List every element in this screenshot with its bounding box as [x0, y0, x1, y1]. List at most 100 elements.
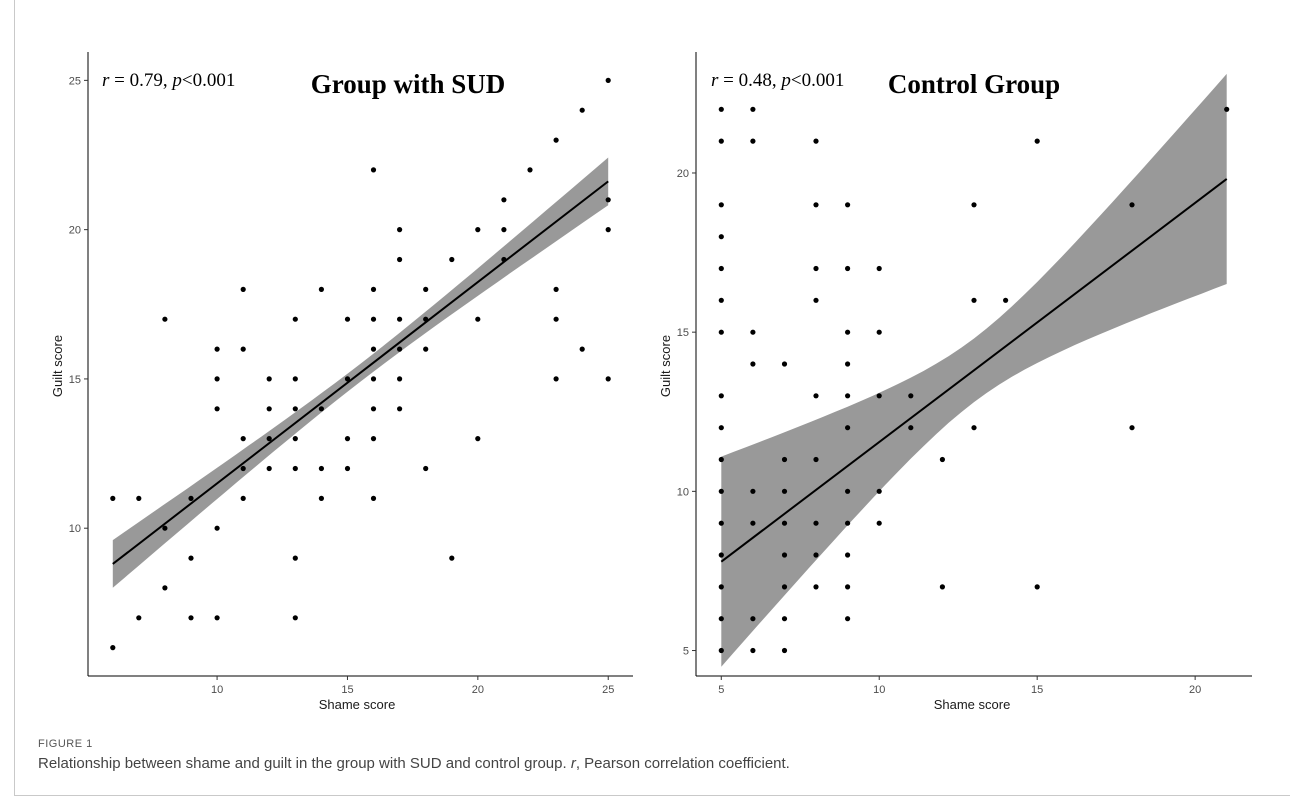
data-point: [750, 520, 756, 526]
data-point: [1003, 297, 1009, 303]
data-point: [292, 615, 298, 621]
data-point: [240, 495, 246, 501]
data-point: [292, 465, 298, 472]
caption-text-1: Relationship between shame and guilt in …: [38, 755, 571, 772]
figure-frame: [14, 0, 1290, 796]
stat-annotation: r = 0.79, p<0.001: [102, 70, 235, 91]
data-point: [266, 376, 272, 382]
data-point: [718, 425, 724, 431]
data-point: [876, 488, 882, 494]
data-point: [908, 425, 914, 431]
data-point: [240, 465, 246, 472]
data-point: [876, 265, 882, 272]
panel-group-with-sud: r = 0.79, p<0.001 Group with SUD Shame s…: [50, 52, 633, 712]
data-point: [553, 376, 559, 382]
x-tick-label: 15: [1031, 684, 1043, 696]
panel-title: Group with SUD: [311, 69, 506, 99]
data-point: [344, 465, 351, 472]
panel-title: Control Group: [888, 69, 1060, 99]
regression-line: [112, 180, 609, 565]
data-point: [781, 488, 788, 494]
data-point: [718, 488, 724, 494]
data-point: [750, 488, 756, 494]
data-point: [845, 552, 851, 558]
data-point: [1034, 584, 1040, 590]
x-axis-title: Shame score: [319, 697, 396, 712]
data-point: [214, 406, 220, 412]
data-point: [971, 202, 977, 208]
data-point: [292, 436, 298, 442]
data-point: [718, 265, 724, 272]
data-point: [813, 138, 819, 144]
data-point: [750, 616, 756, 622]
x-tick-label: 10: [211, 684, 223, 696]
regression-line: [720, 178, 1228, 563]
data-point: [1129, 425, 1135, 431]
data-point: [718, 297, 724, 303]
data-point: [718, 202, 724, 208]
data-point: [718, 584, 724, 590]
data-point: [813, 393, 819, 399]
x-tick-label: 5: [718, 684, 724, 696]
data-point: [344, 316, 351, 322]
data-point: [718, 329, 724, 335]
data-point: [214, 525, 220, 531]
stat-annotation: r = 0.48, p<0.001: [711, 70, 844, 91]
data-point: [750, 329, 756, 335]
data-point: [813, 202, 819, 208]
data-point: [845, 265, 851, 272]
data-point: [344, 436, 351, 442]
data-point: [318, 465, 324, 472]
data-point: [605, 77, 611, 83]
data-point: [240, 436, 246, 442]
data-point: [162, 585, 168, 591]
data-point: [750, 138, 756, 144]
data-point: [971, 425, 977, 431]
data-point: [605, 197, 611, 203]
data-point: [845, 425, 851, 431]
y-tick-label: 5: [683, 646, 689, 658]
data-point: [110, 645, 116, 651]
data-point: [397, 316, 403, 322]
data-point: [876, 520, 882, 526]
data-point: [423, 346, 429, 352]
data-point: [318, 495, 324, 501]
y-tick-label: 25: [69, 75, 81, 87]
data-point: [370, 316, 377, 322]
data-point: [292, 316, 298, 322]
x-tick-label: 10: [873, 684, 885, 696]
data-point: [266, 406, 272, 412]
figure-label: FIGURE 1: [38, 738, 93, 750]
data-point: [939, 456, 946, 463]
data-point: [845, 329, 851, 335]
data-point: [813, 552, 819, 558]
x-axis-title: Shame score: [934, 697, 1011, 712]
data-point: [1034, 138, 1040, 144]
data-point: [110, 495, 116, 501]
data-point: [876, 329, 882, 335]
data-point: [292, 406, 298, 412]
data-point: [876, 393, 882, 399]
data-point: [908, 393, 914, 399]
data-point: [188, 615, 194, 621]
data-point: [501, 256, 507, 263]
data-point: [781, 616, 788, 622]
figure-caption: Relationship between shame and guilt in …: [38, 755, 790, 772]
data-point: [845, 361, 851, 367]
data-point: [423, 316, 429, 322]
data-point: [527, 167, 533, 173]
data-point: [449, 555, 455, 561]
data-point: [136, 615, 142, 621]
data-point: [718, 138, 724, 144]
data-point: [718, 647, 724, 654]
data-point: [370, 376, 377, 382]
data-point: [292, 376, 298, 382]
y-tick-label: 10: [69, 523, 81, 535]
x-tick-label: 20: [1189, 684, 1201, 696]
y-tick-label: 10: [677, 486, 689, 498]
data-point: [718, 520, 724, 526]
data-point: [240, 346, 246, 352]
data-point: [423, 286, 429, 292]
data-point: [781, 647, 788, 654]
data-point: [781, 361, 788, 367]
